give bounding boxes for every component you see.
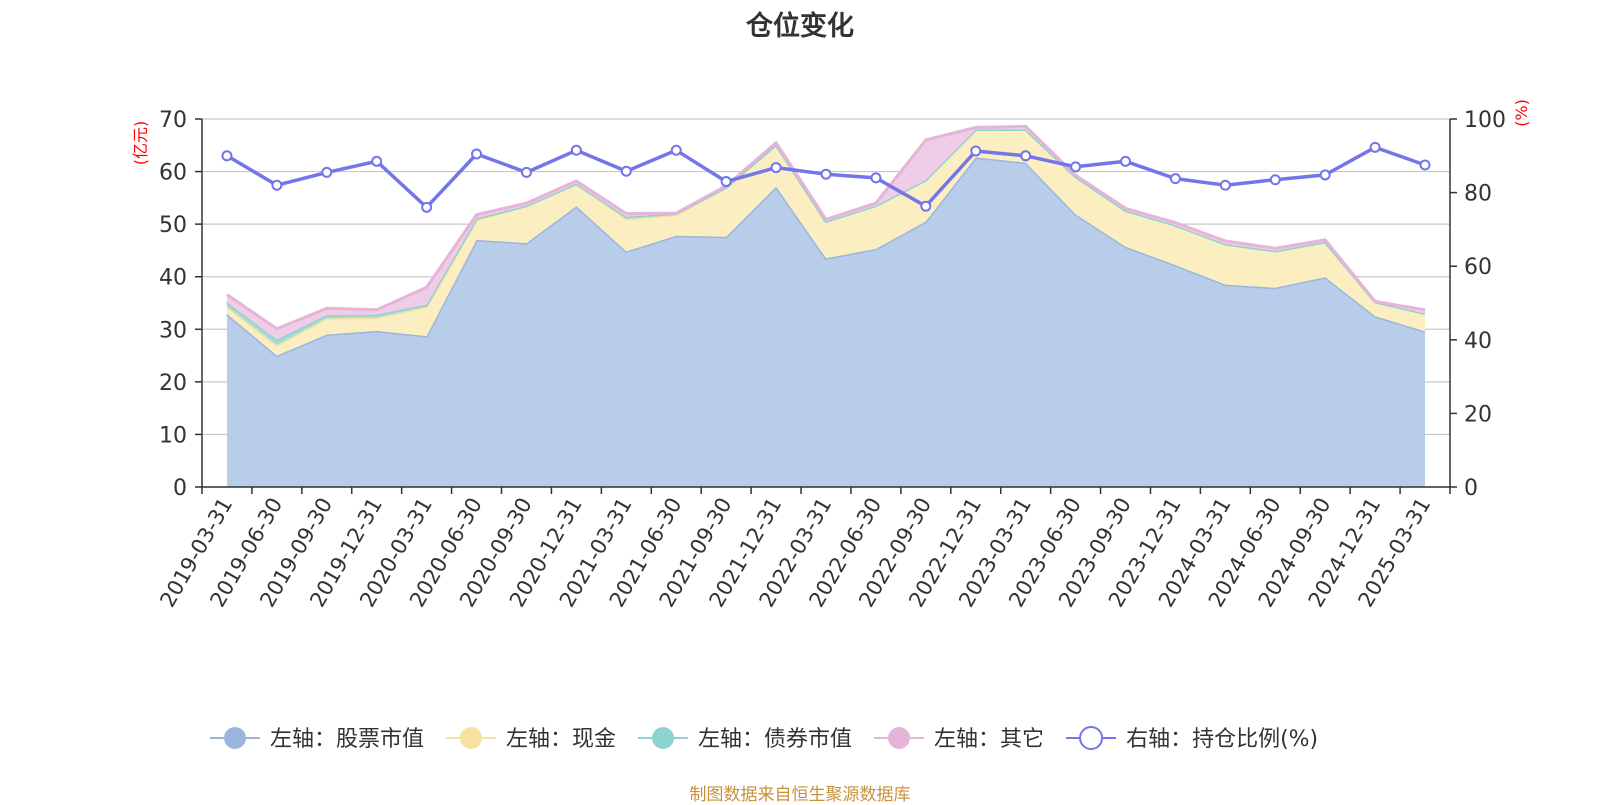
legend-marker-4 <box>1079 726 1104 750</box>
ratio-point-14 <box>920 200 932 212</box>
ratio-point-12 <box>820 168 832 180</box>
ratio-point-24 <box>1419 159 1431 171</box>
right-tick-label-4: 80 <box>1464 182 1492 207</box>
ratio-point-6 <box>520 166 532 178</box>
ratio-point-16 <box>1020 150 1032 162</box>
ratio-point-8 <box>620 165 632 177</box>
legend-label-3: 左轴：其它 <box>934 727 1044 752</box>
ratio-point-21 <box>1269 174 1281 186</box>
legend-marker-0 <box>224 727 246 749</box>
left-tick-label-3: 30 <box>159 318 187 343</box>
legend-label-1: 左轴：现金 <box>506 727 616 752</box>
ratio-point-4 <box>421 201 433 213</box>
ratio-point-19 <box>1169 173 1181 185</box>
left-axis-title: (亿元) <box>131 121 150 166</box>
ratio-point-5 <box>471 148 483 160</box>
left-tick-label-7: 70 <box>159 108 187 133</box>
ratio-line <box>221 141 1431 213</box>
ratio-point-1 <box>271 179 283 191</box>
legend-marker-3 <box>888 727 911 749</box>
legend-label-2: 左轴：债券市值 <box>698 727 852 752</box>
ratio-point-20 <box>1219 179 1231 191</box>
right-tick-label-1: 20 <box>1464 402 1492 427</box>
ratio-point-10 <box>720 176 732 188</box>
ratio-point-17 <box>1070 161 1082 173</box>
stacked-areas <box>226 124 1426 487</box>
left-tick-label-0: 0 <box>173 476 187 501</box>
legend-marker-1 <box>460 727 483 749</box>
ratio-point-13 <box>870 172 882 184</box>
right-tick-label-2: 40 <box>1464 329 1492 354</box>
left-tick-label-1: 10 <box>159 423 187 448</box>
legend: 左轴：股票市值 左轴：现金 左轴：债券市值 左轴：其它 右轴：持仓比例(%) <box>210 726 1318 752</box>
ratio-point-9 <box>670 144 682 156</box>
left-tick-label-2: 20 <box>159 371 187 396</box>
legend-label-4: 右轴：持仓比例(%) <box>1126 727 1318 752</box>
ratio-point-11 <box>770 162 782 174</box>
right-axis-title: (%) <box>1512 99 1531 127</box>
ratio-point-15 <box>970 145 982 157</box>
left-tick-label-5: 50 <box>159 213 187 238</box>
ratio-point-18 <box>1120 155 1132 167</box>
ratio-point-0 <box>221 150 233 162</box>
area-edge-3 <box>226 124 1426 331</box>
source-note: 制图数据来自恒生聚源数据库 <box>689 785 911 805</box>
ratio-point-3 <box>371 155 383 167</box>
right-tick-label-5: 100 <box>1464 108 1506 133</box>
chart-title: 仓位变化 <box>746 11 854 42</box>
area-series-1 <box>227 129 1425 356</box>
ratio-point-2 <box>321 166 333 178</box>
ratio-point-23 <box>1369 141 1381 153</box>
right-tick-label-0: 0 <box>1464 476 1478 501</box>
left-tick-label-4: 40 <box>159 266 187 291</box>
left-tick-label-6: 60 <box>159 161 187 186</box>
area-series-0 <box>227 157 1425 487</box>
ratio-point-22 <box>1319 169 1331 181</box>
right-tick-label-3: 60 <box>1464 255 1492 280</box>
ratio-point-7 <box>570 144 582 156</box>
legend-marker-2 <box>652 727 675 749</box>
area-series-3 <box>227 126 1425 340</box>
legend-label-0: 左轴：股票市值 <box>270 727 424 752</box>
